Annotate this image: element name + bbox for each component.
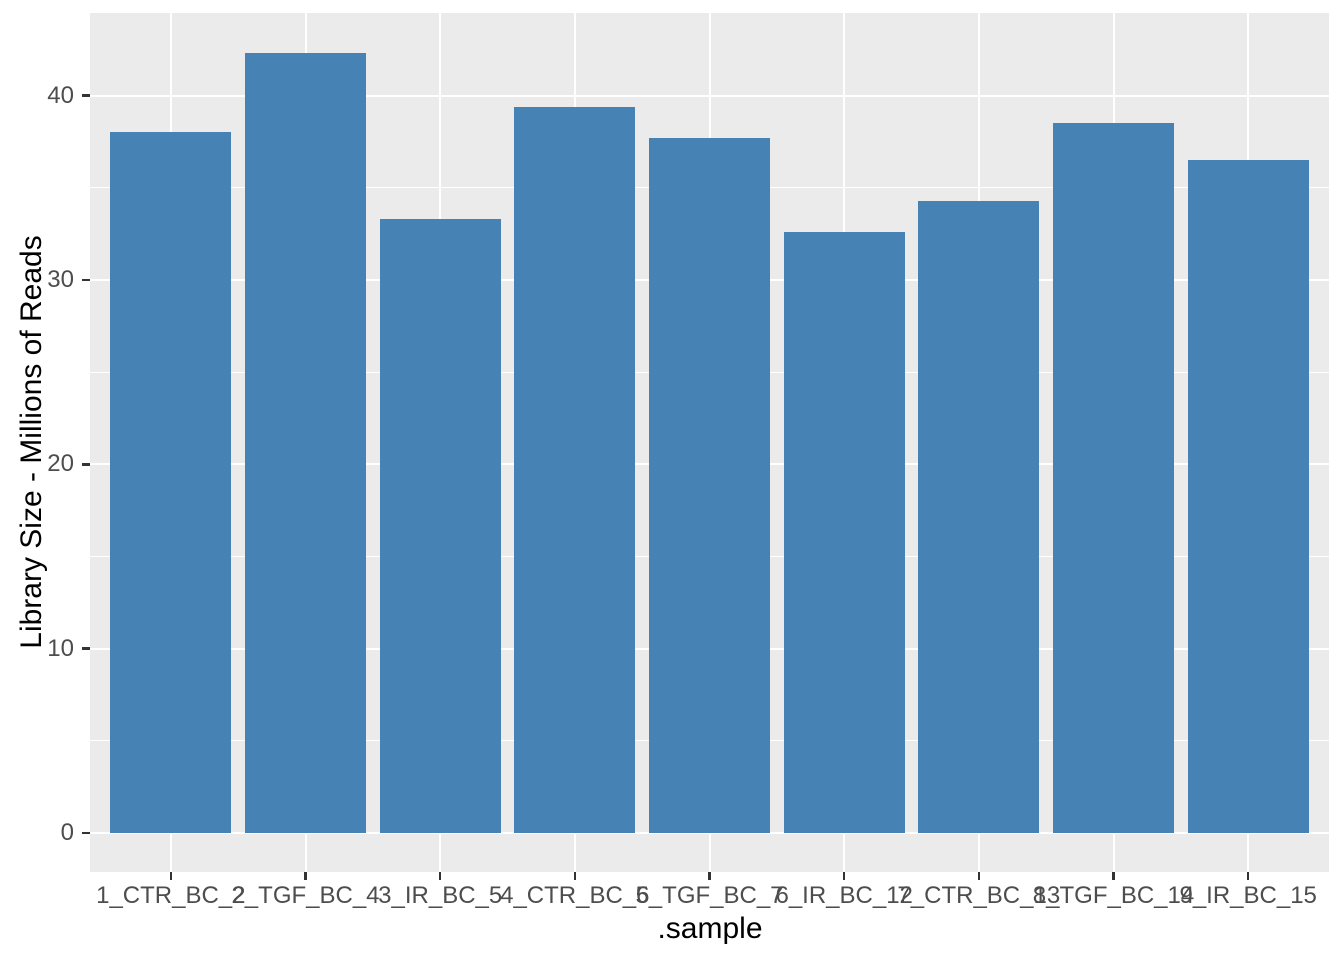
y-tick-mark (82, 94, 90, 97)
bar (110, 132, 232, 833)
bar (1052, 123, 1175, 833)
y-tick-mark (82, 647, 90, 650)
x-tick-label: 5_TGF_BC_7 (635, 882, 784, 909)
plot-panel (90, 13, 1329, 872)
y-tick-label: 30 (47, 265, 74, 293)
x-tick-label: 9_IR_BC_15 (1179, 882, 1317, 909)
x-tick-label: 3_IR_BC_5 (378, 882, 503, 909)
y-tick-label: 40 (47, 81, 74, 109)
y-axis-title: Library Size - Millions of Reads (15, 235, 48, 649)
x-axis-title: .sample (657, 912, 763, 945)
x-tick-label: 7_CTR_BC_13 (897, 882, 1061, 909)
bar (1187, 160, 1309, 833)
x-tick-label: 8_TGF_BC_14 (1032, 882, 1195, 909)
y-tick-mark (82, 278, 90, 282)
x-tick-label: 1_CTR_BC_2 (96, 882, 246, 909)
x-tick-mark (169, 872, 173, 880)
y-tick-label: 20 (47, 450, 74, 478)
x-tick-mark (842, 872, 846, 880)
x-tick-mark (708, 872, 711, 880)
x-tick-label: 2_TGF_BC_4 (231, 882, 380, 909)
x-tick-mark (304, 872, 307, 880)
bar (244, 53, 367, 833)
x-tick-mark (438, 872, 442, 880)
y-tick-mark (82, 463, 90, 466)
bar (648, 138, 771, 833)
x-tick-label: 4_CTR_BC_6 (500, 882, 650, 909)
x-tick-mark (1112, 872, 1115, 880)
y-tick-label: 10 (47, 634, 74, 662)
bar (783, 232, 905, 833)
x-tick-mark (977, 872, 981, 880)
bar (514, 106, 636, 833)
y-tick-mark (82, 831, 90, 835)
bar (918, 200, 1040, 833)
bar (379, 219, 501, 833)
x-tick-mark (573, 872, 577, 880)
y-tick-label: 0 (60, 819, 74, 846)
x-tick-label: 6_IR_BC_12 (775, 882, 913, 909)
x-tick-mark (1246, 872, 1250, 880)
